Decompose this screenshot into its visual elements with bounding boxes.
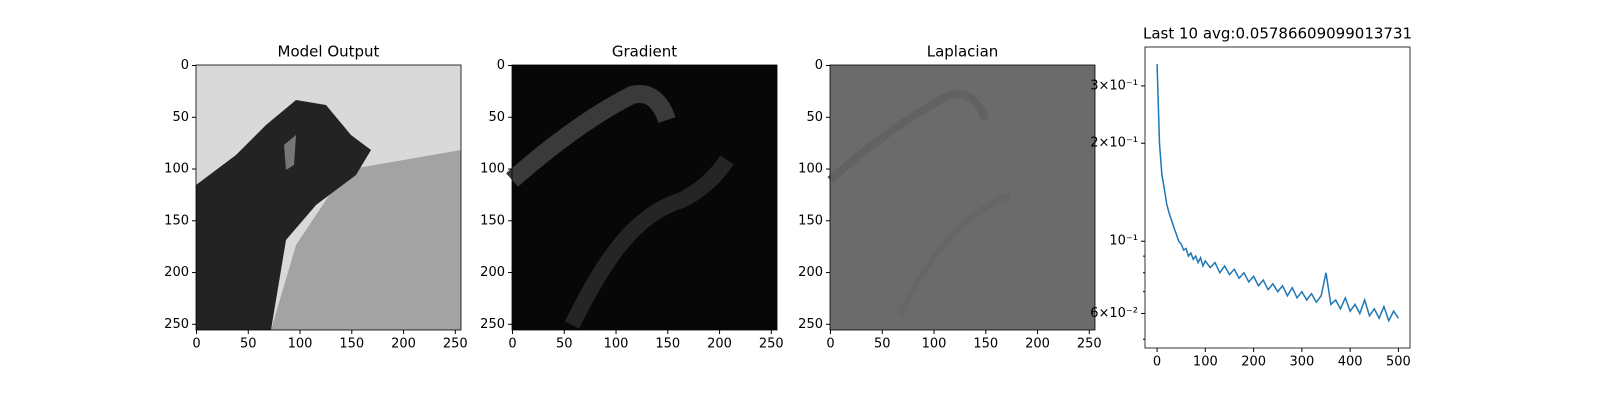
x-tick-label: 50	[874, 337, 891, 352]
y-tick-label: 150	[798, 213, 823, 228]
y-tick-label: 0	[815, 58, 823, 73]
y-tick-label: 100	[164, 162, 189, 177]
chart-title: Model Output	[278, 43, 380, 61]
x-tick-label: 200	[707, 337, 732, 352]
x-tick-label: 250	[443, 337, 468, 352]
y-tick-label: 100	[480, 162, 505, 177]
y-tick-label: 250	[480, 317, 505, 332]
x-tick-label: 0	[508, 337, 516, 352]
y-tick-label: 200	[164, 265, 189, 280]
y-tick-label: 6×10⁻²	[1090, 306, 1138, 321]
axes-frame	[195, 64, 462, 331]
y-tick-label: 2×10⁻¹	[1090, 136, 1138, 151]
axes-frame	[511, 64, 778, 331]
x-tick-label: 250	[1077, 337, 1102, 352]
x-tick-label: 100	[1193, 355, 1218, 370]
x-tick-label: 150	[339, 337, 364, 352]
x-tick-label: 250	[759, 337, 784, 352]
y-tick-label: 200	[798, 265, 823, 280]
y-tick-label: 0	[181, 58, 189, 73]
image-model-output	[196, 65, 461, 330]
x-tick-label: 200	[1025, 337, 1050, 352]
chart-title: Gradient	[612, 43, 677, 61]
y-tick-label: 0	[497, 58, 505, 73]
y-tick-label: 50	[172, 110, 189, 125]
x-tick-label: 100	[604, 337, 629, 352]
x-tick-label: 150	[973, 337, 998, 352]
x-tick-label: 400	[1338, 355, 1363, 370]
x-tick-label: 0	[1153, 355, 1161, 370]
y-tick-label: 200	[480, 265, 505, 280]
loss-line	[1156, 64, 1400, 323]
image-laplacian	[827, 65, 1095, 330]
x-tick-label: 100	[922, 337, 947, 352]
x-tick-label: 150	[655, 337, 680, 352]
x-tick-label: 200	[391, 337, 416, 352]
y-tick-label: 150	[480, 213, 505, 228]
chart-title: Laplacian	[927, 43, 999, 61]
axes-frame	[1144, 46, 1411, 349]
axes-frame	[829, 64, 1096, 331]
x-tick-label: 200	[1241, 355, 1266, 370]
x-tick-label: 50	[240, 337, 257, 352]
y-tick-label: 50	[806, 110, 823, 125]
x-tick-label: 0	[826, 337, 834, 352]
x-tick-label: 0	[192, 337, 200, 352]
y-tick-label: 250	[164, 317, 189, 332]
y-tick-label: 50	[488, 110, 505, 125]
y-tick-label: 100	[798, 162, 823, 177]
x-tick-label: 500	[1386, 355, 1411, 370]
image-gradient	[506, 65, 777, 330]
x-tick-label: 300	[1289, 355, 1314, 370]
y-tick-label: 10⁻¹	[1109, 234, 1138, 249]
x-tick-label: 50	[556, 337, 573, 352]
chart-title: Last 10 avg:0.05786609099013731	[1143, 25, 1412, 43]
x-tick-label: 100	[288, 337, 313, 352]
y-tick-label: 250	[798, 317, 823, 332]
y-tick-label: 3×10⁻¹	[1090, 78, 1138, 93]
y-tick-label: 150	[164, 213, 189, 228]
